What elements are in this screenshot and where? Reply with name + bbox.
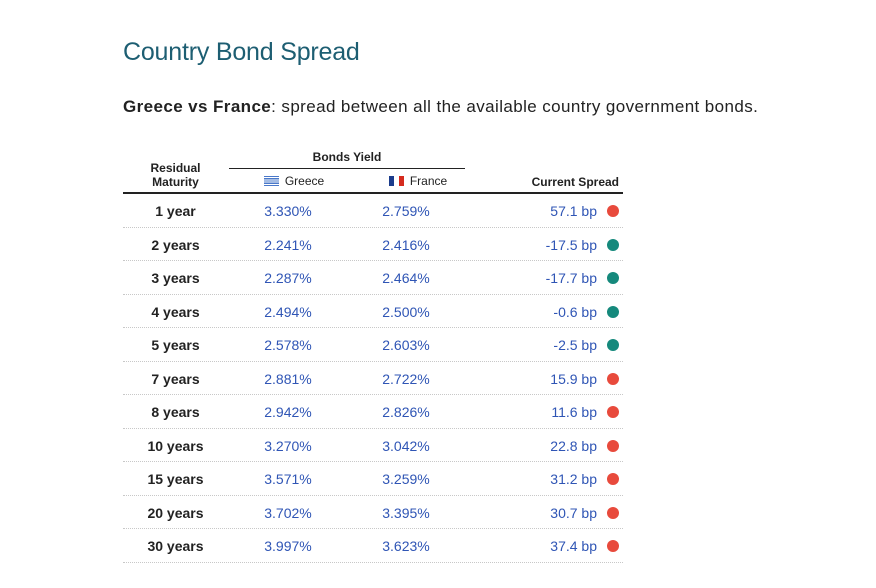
header-france: France — [359, 174, 477, 188]
france-yield-link[interactable]: 2.500% — [382, 303, 430, 320]
france-yield-link[interactable]: 2.464% — [382, 270, 430, 286]
table-row[interactable]: 7 years 2.881% 2.722% 15.9 bp — [123, 362, 623, 395]
spread-link[interactable]: 11.6 bp — [551, 404, 597, 420]
maturity-cell: 2 years — [151, 236, 200, 253]
spread-link[interactable]: -2.5 bp — [553, 337, 597, 353]
greece-yield-link[interactable]: 3.997% — [264, 538, 312, 554]
spread-status-dot-icon — [607, 473, 619, 485]
maturity-cell: 1 year — [155, 203, 196, 219]
spread-status-dot-icon — [607, 372, 619, 385]
table-row[interactable]: 5 years 2.578% 2.603% -2.5 bp — [123, 328, 623, 362]
greece-yield-link[interactable]: 2.494% — [264, 303, 312, 320]
spread-link[interactable]: -17.5 bp — [545, 236, 597, 253]
header-maturity-line2: Maturity — [152, 175, 199, 189]
greece-yield-link[interactable]: 3.571% — [264, 471, 312, 487]
header-divider — [123, 192, 623, 194]
subtitle-description: : spread between all the available count… — [271, 97, 759, 116]
table-row[interactable]: 8 years 2.942% 2.826% 11.6 bp — [123, 395, 623, 429]
table-row[interactable]: 10 years 3.270% 3.042% 22.8 bp — [123, 429, 623, 462]
greece-flag-icon — [263, 176, 279, 186]
spread-status-dot-icon — [607, 272, 619, 284]
maturity-cell: 30 years — [147, 538, 204, 554]
header-current-spread: Current Spread — [531, 175, 619, 189]
table-body: 1 year 3.330% 2.759% 57.1 bp 2 years 2.241% 2.… — [123, 194, 623, 563]
france-yield-link[interactable]: 3.042% — [382, 437, 430, 454]
header-group-divider — [229, 168, 465, 169]
table-row[interactable]: 1 year 3.330% 2.759% 57.1 bp — [123, 194, 623, 228]
header-maturity-line1: Residual — [150, 161, 201, 175]
header-greece-label: Greece — [284, 174, 325, 188]
greece-yield-link[interactable]: 2.241% — [264, 236, 312, 253]
france-yield-link[interactable]: 3.259% — [382, 471, 430, 487]
maturity-cell: 4 years — [151, 303, 200, 320]
subtitle-countries: Greece vs France — [123, 97, 272, 116]
france-yield-link[interactable]: 3.623% — [382, 538, 430, 554]
table-row[interactable]: 20 years 3.702% 3.395% 30.7 bp — [123, 496, 623, 529]
spread-link[interactable]: 22.8 bp — [550, 437, 597, 454]
maturity-cell: 15 years — [147, 471, 204, 487]
france-yield-link[interactable]: 3.395% — [382, 504, 430, 521]
france-yield-link[interactable]: 2.826% — [382, 404, 430, 420]
maturity-cell: 5 years — [151, 337, 200, 353]
spread-link[interactable]: 37.4 bp — [550, 538, 597, 554]
france-flag-icon — [388, 176, 404, 186]
spread-status-dot-icon — [607, 406, 619, 418]
greece-yield-link[interactable]: 3.270% — [264, 437, 312, 454]
spread-link[interactable]: 31.2 bp — [550, 471, 597, 487]
header-residual-maturity: Residual Maturity — [123, 161, 228, 189]
greece-yield-link[interactable]: 3.702% — [264, 504, 312, 521]
table-row[interactable]: 4 years 2.494% 2.500% -0.6 bp — [123, 295, 623, 328]
maturity-cell: 10 years — [147, 437, 204, 454]
france-yield-link[interactable]: 2.603% — [382, 337, 430, 353]
spread-link[interactable]: -0.6 bp — [553, 303, 597, 320]
spread-status-dot-icon — [607, 506, 619, 519]
greece-yield-link[interactable]: 2.578% — [264, 337, 312, 353]
table-row[interactable]: 2 years 2.241% 2.416% -17.5 bp — [123, 228, 623, 261]
spread-status-dot-icon — [607, 238, 619, 251]
spread-link[interactable]: 57.1 bp — [550, 203, 597, 219]
greece-yield-link[interactable]: 2.942% — [264, 404, 312, 420]
table-row[interactable]: 15 years 3.571% 3.259% 31.2 bp — [123, 462, 623, 496]
maturity-cell: 3 years — [151, 270, 200, 286]
page-title: Country Bond Spread — [123, 38, 360, 66]
maturity-cell: 7 years — [151, 370, 200, 387]
spread-status-dot-icon — [607, 305, 619, 318]
france-yield-link[interactable]: 2.759% — [382, 203, 430, 219]
page-subtitle: Greece vs France: spread between all the… — [123, 97, 758, 117]
greece-yield-link[interactable]: 3.330% — [264, 203, 312, 219]
greece-yield-link[interactable]: 2.287% — [264, 270, 312, 286]
greece-yield-link[interactable]: 2.881% — [264, 370, 312, 387]
maturity-cell: 20 years — [147, 504, 204, 521]
spread-status-dot-icon — [607, 339, 619, 351]
spread-status-dot-icon — [607, 540, 619, 552]
header-bonds-yield: Bonds Yield — [312, 150, 382, 164]
table-row[interactable]: 3 years 2.287% 2.464% -17.7 bp — [123, 261, 623, 295]
france-yield-link[interactable]: 2.722% — [382, 370, 430, 387]
maturity-cell: 8 years — [151, 404, 200, 420]
header-greece: Greece — [229, 174, 359, 188]
table-row[interactable]: 30 years 3.997% 3.623% 37.4 bp — [123, 529, 623, 563]
header-france-label: France — [409, 174, 448, 188]
spread-link[interactable]: -17.7 bp — [545, 270, 597, 286]
spread-link[interactable]: 15.9 bp — [550, 370, 597, 387]
france-yield-link[interactable]: 2.416% — [382, 236, 430, 253]
spread-status-dot-icon — [607, 205, 619, 217]
spread-link[interactable]: 30.7 bp — [550, 504, 597, 521]
spread-status-dot-icon — [607, 439, 619, 452]
